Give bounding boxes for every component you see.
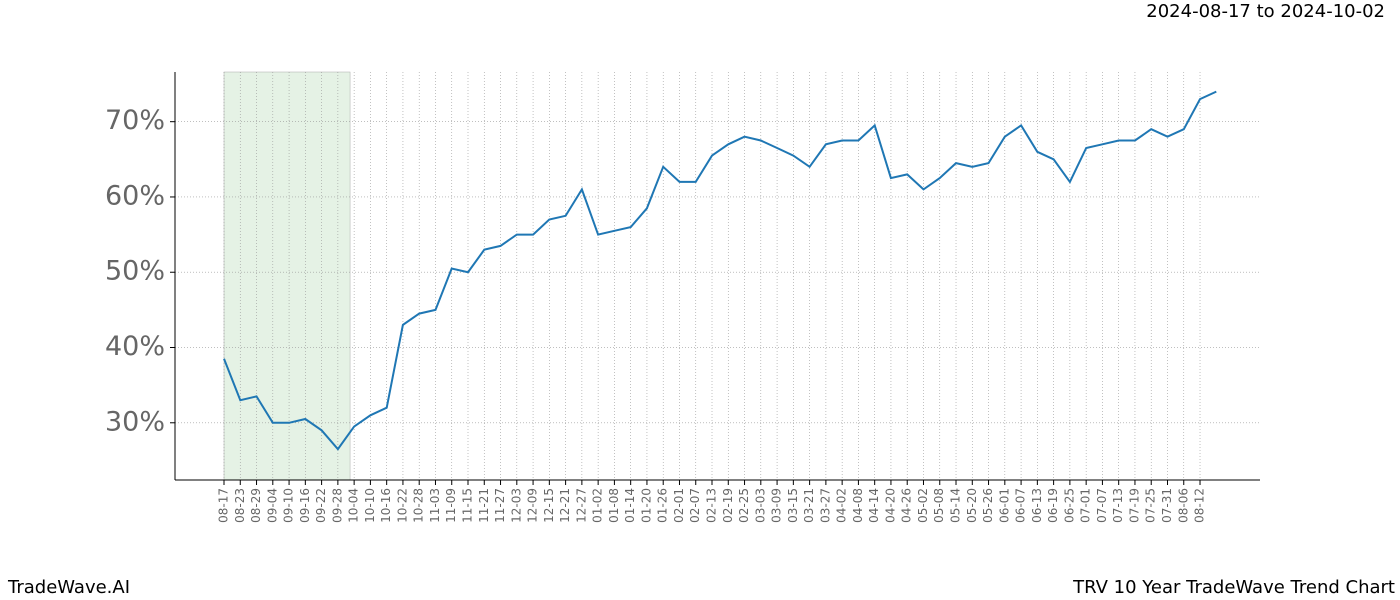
- x-tick-label: 10-04: [347, 488, 361, 523]
- y-tick-label: 30%: [105, 406, 165, 437]
- x-tick-label: 02-13: [705, 488, 719, 523]
- x-tick-label: 09-10: [282, 488, 296, 523]
- x-tick-label: 07-13: [1111, 488, 1125, 523]
- x-tick-label: 04-14: [867, 488, 881, 523]
- chart-subtitle: 2024-08-17 to 2024-10-02: [1146, 1, 1385, 22]
- x-tick-label: 10-28: [412, 488, 426, 523]
- x-tick-label: 08-23: [233, 488, 247, 523]
- x-tick-label: 05-26: [981, 488, 995, 523]
- x-tick-label: 05-20: [965, 488, 979, 523]
- x-tick-label: 01-20: [639, 488, 653, 523]
- x-tick-label: 12-15: [542, 488, 556, 523]
- x-tick-label: 12-27: [574, 488, 588, 523]
- x-tick-label: 03-27: [818, 488, 832, 523]
- y-tick-label: 70%: [105, 105, 165, 136]
- x-tick-label: 08-29: [249, 488, 263, 523]
- x-tick-label: 01-14: [623, 488, 637, 523]
- x-tick-label: 04-02: [835, 488, 849, 523]
- x-tick-label: 03-03: [753, 488, 767, 523]
- x-tick-label: 11-03: [428, 488, 442, 523]
- y-tick-label: 50%: [105, 256, 165, 287]
- x-tick-label: 11-09: [444, 488, 458, 523]
- x-tick-label: 09-16: [298, 488, 312, 523]
- x-tick-label: 04-26: [900, 488, 914, 523]
- x-tick-label: 10-10: [363, 488, 377, 523]
- x-tick-label: 06-19: [1046, 488, 1060, 523]
- y-tick-label: 40%: [105, 331, 165, 362]
- x-tick-label: 11-15: [461, 488, 475, 523]
- x-tick-label: 05-08: [932, 488, 946, 523]
- x-tick-label: 05-02: [916, 488, 930, 523]
- x-tick-label: 07-19: [1127, 488, 1141, 523]
- x-tick-label: 03-21: [802, 488, 816, 523]
- x-tick-label: 02-01: [672, 488, 686, 523]
- x-tick-label: 05-14: [949, 488, 963, 523]
- footer-right: TRV 10 Year TradeWave Trend Chart: [1072, 577, 1395, 598]
- x-tick-label: 10-16: [379, 488, 393, 523]
- x-tick-label: 06-13: [1030, 488, 1044, 523]
- y-tick-label: 60%: [105, 180, 165, 211]
- x-tick-label: 01-08: [607, 488, 621, 523]
- x-tick-label: 01-02: [591, 488, 605, 523]
- x-tick-label: 03-09: [770, 488, 784, 523]
- x-tick-label: 08-12: [1193, 488, 1207, 523]
- x-tick-label: 02-19: [721, 488, 735, 523]
- x-tick-label: 04-20: [883, 488, 897, 523]
- x-tick-label: 08-06: [1176, 488, 1190, 523]
- trend-line: [223, 90, 1217, 451]
- x-tick-label: 07-25: [1144, 488, 1158, 523]
- x-tick-label: 12-21: [558, 488, 572, 523]
- x-tick-label: 07-31: [1160, 488, 1174, 523]
- x-tick-label: 02-25: [737, 488, 751, 523]
- x-tick-label: 08-17: [217, 488, 231, 523]
- x-tick-label: 12-03: [509, 488, 523, 523]
- x-tick-label: 11-27: [493, 488, 507, 523]
- x-tick-label: 06-25: [1062, 488, 1076, 523]
- x-tick-label: 01-26: [656, 488, 670, 523]
- x-tick-label: 11-21: [477, 488, 491, 523]
- x-tick-label: 02-07: [688, 488, 702, 523]
- x-tick-label: 07-01: [1079, 488, 1093, 523]
- x-tick-label: 06-01: [997, 488, 1011, 523]
- x-tick-label: 03-15: [786, 488, 800, 523]
- x-tick-label: 10-22: [395, 488, 409, 523]
- x-tick-label: 09-28: [330, 488, 344, 523]
- x-tick-label: 07-07: [1095, 488, 1109, 523]
- x-tick-label: 12-09: [526, 488, 540, 523]
- x-tick-label: 09-22: [314, 488, 328, 523]
- x-tick-label: 09-04: [265, 488, 279, 523]
- x-tick-label: 04-08: [851, 488, 865, 523]
- x-tick-label: 06-07: [1014, 488, 1028, 523]
- footer-left: TradeWave.AI: [7, 577, 130, 598]
- highlight-region: [223, 71, 351, 481]
